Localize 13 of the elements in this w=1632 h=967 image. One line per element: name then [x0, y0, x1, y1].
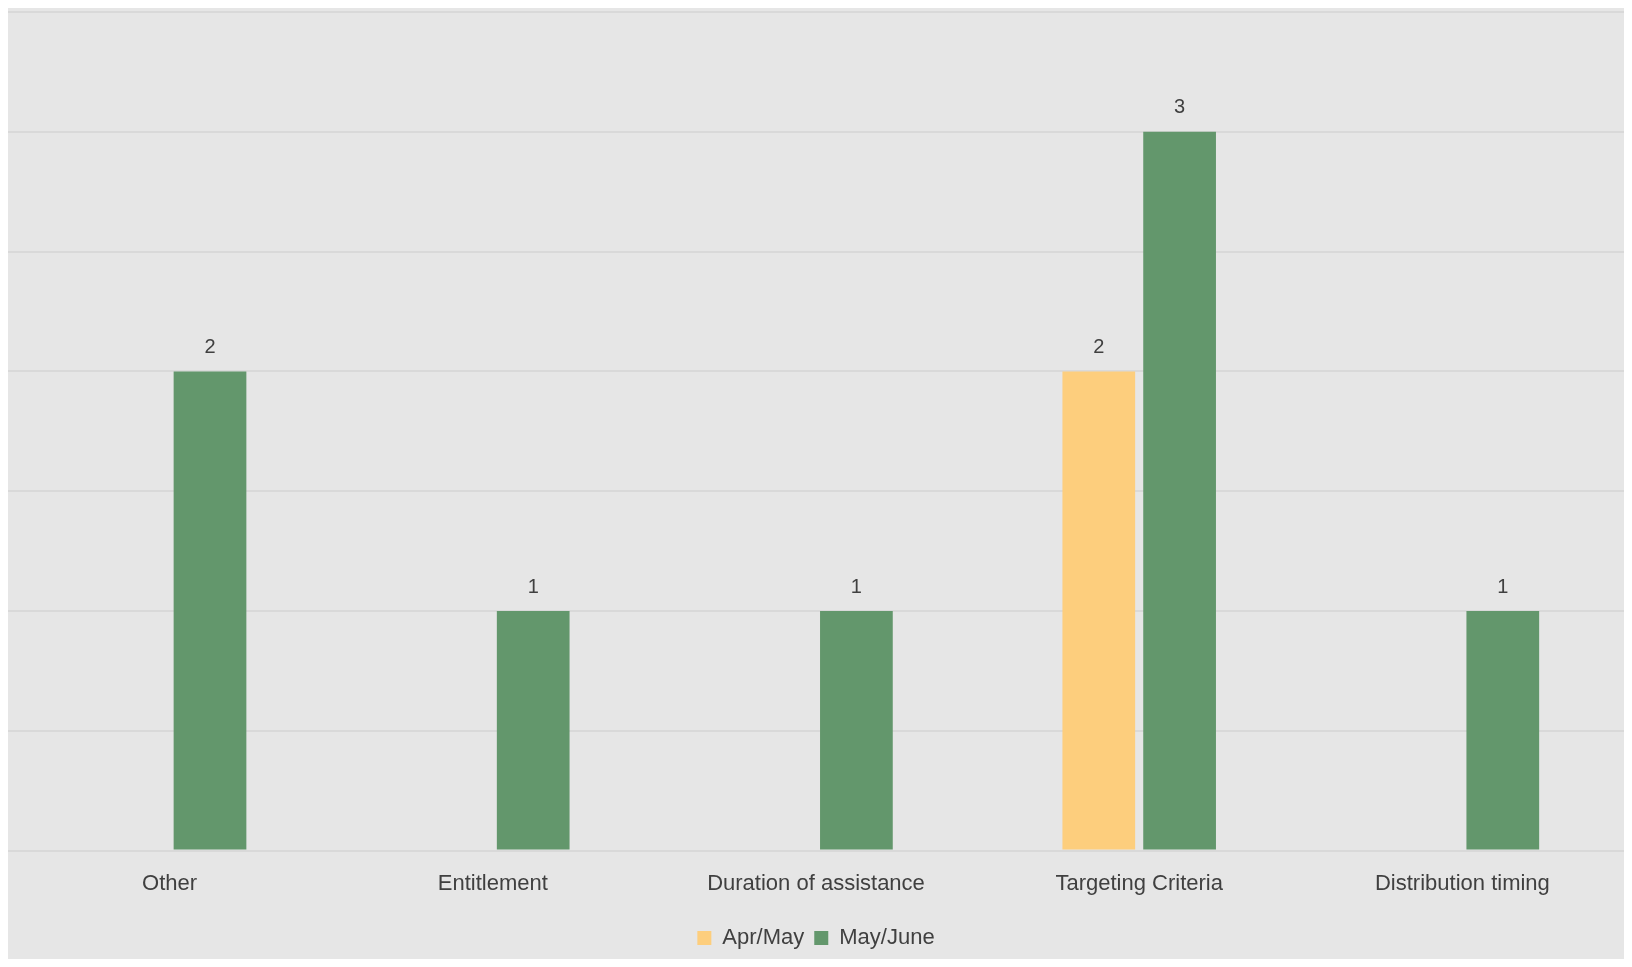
x-tick-label: Entitlement: [437, 869, 548, 895]
data-label: 2: [204, 334, 216, 357]
data-label: 1: [527, 574, 539, 597]
x-tick-label: Distribution timing: [1374, 869, 1550, 895]
x-tick-label: Targeting Criteria: [1055, 869, 1224, 895]
data-label: 1: [1497, 574, 1509, 597]
legend-label: May/June: [839, 924, 935, 950]
x-tick-label: Duration of assistance: [707, 869, 925, 895]
data-label: 2: [1093, 334, 1105, 357]
data-label: 1: [850, 574, 862, 597]
legend-label: Apr/May: [722, 924, 805, 950]
x-tick-label: Other: [142, 869, 198, 895]
data-label: 3: [1174, 95, 1186, 118]
